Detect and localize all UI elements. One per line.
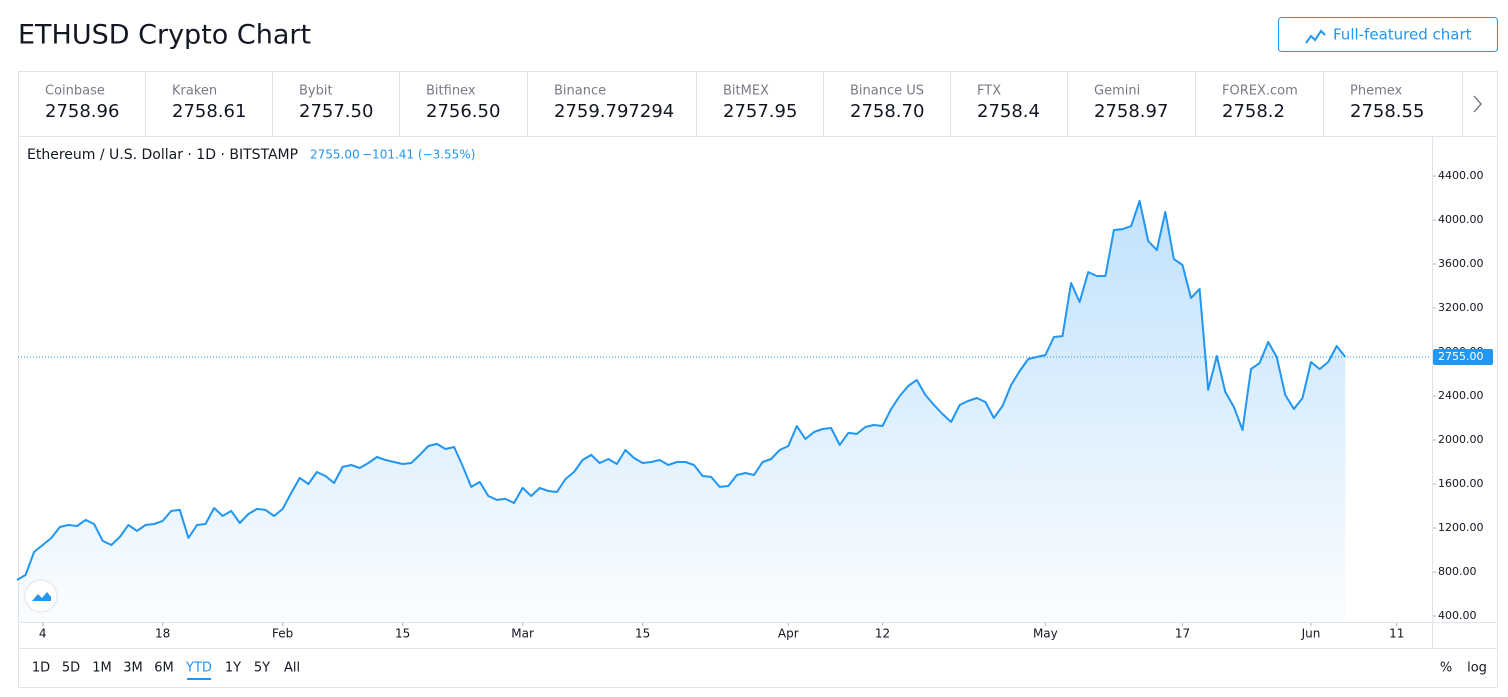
x-tick-label: Mar bbox=[511, 627, 534, 641]
x-tick-label: 12 bbox=[875, 627, 890, 641]
exchange-name[interactable]: FOREX.com bbox=[1222, 84, 1298, 99]
logo-circle[interactable] bbox=[24, 579, 58, 613]
button-frame[interactable] bbox=[1278, 17, 1498, 52]
last-value-label: 2755.00 bbox=[1438, 350, 1484, 363]
x-tick-label: Apr bbox=[778, 627, 799, 641]
timeframe-button[interactable]: YTD bbox=[185, 661, 212, 676]
x-tick-label: 11 bbox=[1389, 627, 1404, 641]
timeframe-button[interactable]: All bbox=[284, 661, 300, 676]
exchange-price[interactable]: 2756.50 bbox=[426, 101, 500, 122]
exchange-name[interactable]: BitMEX bbox=[723, 84, 769, 99]
exchange-price[interactable]: 2758.96 bbox=[45, 101, 119, 122]
last-price: 2755.00 bbox=[310, 148, 360, 162]
y-tick-label: 2000.00 bbox=[1438, 433, 1484, 446]
exchange-name[interactable]: Phemex bbox=[1350, 84, 1403, 99]
exchange-price[interactable]: 2758.4 bbox=[977, 101, 1040, 122]
y-tick-label: 800.00 bbox=[1438, 565, 1477, 578]
x-tick-label: 15 bbox=[395, 627, 410, 641]
last-value-box bbox=[1433, 348, 1493, 365]
exchange-name[interactable]: Binance bbox=[554, 84, 606, 99]
y-tick-label: 1600.00 bbox=[1438, 477, 1484, 490]
exchange-price[interactable]: 2757.50 bbox=[299, 101, 373, 122]
x-tick-label: 17 bbox=[1175, 627, 1190, 641]
exchange-name[interactable]: Binance US bbox=[850, 84, 924, 99]
logo-icon bbox=[32, 592, 51, 601]
scale-button[interactable]: log bbox=[1467, 661, 1487, 676]
exchange-price[interactable]: 2757.95 bbox=[723, 101, 797, 122]
timeframe-button[interactable]: 1M bbox=[92, 661, 112, 676]
chart-legend: Ethereum / U.S. Dollar · 1D · BITSTAMP bbox=[27, 147, 298, 163]
exchange-price[interactable]: 2759.797294 bbox=[554, 101, 674, 122]
widget-frame bbox=[18, 71, 1498, 688]
exchange-name[interactable]: Bitfinex bbox=[426, 84, 476, 99]
page-title: ETHUSD Crypto Chart bbox=[18, 20, 311, 51]
timeframe-button[interactable]: 1D bbox=[32, 661, 50, 676]
button-label[interactable]: Full-featured chart bbox=[1333, 26, 1472, 44]
full-chart-button[interactable]: Full-featured chart bbox=[1278, 17, 1498, 52]
x-tick-label: 15 bbox=[635, 627, 650, 641]
x-tick-label: 4 bbox=[39, 627, 47, 641]
button-icon bbox=[1305, 29, 1326, 44]
y-tick-label: 400.00 bbox=[1438, 609, 1477, 622]
exchange-price[interactable]: 2758.61 bbox=[172, 101, 246, 122]
x-tick-label: Jun bbox=[1301, 627, 1321, 641]
timeframe-button[interactable]: 3M bbox=[123, 661, 143, 676]
exchange-name[interactable]: Coinbase bbox=[45, 84, 105, 99]
timeframe-button[interactable]: 1Y bbox=[225, 661, 241, 676]
timeframe-button[interactable]: 5D bbox=[62, 661, 80, 676]
scale-button[interactable]: % bbox=[1440, 661, 1452, 676]
scroll-arrow[interactable] bbox=[1473, 95, 1482, 113]
area-fill bbox=[17, 201, 1346, 622]
y-tick-label: 1200.00 bbox=[1438, 521, 1484, 534]
exchange-price[interactable]: 2758.55 bbox=[1350, 101, 1424, 122]
price-change: −101.41 (−3.55%) bbox=[362, 148, 475, 162]
y-tick-label: 4400.00 bbox=[1438, 169, 1484, 182]
x-tick-label: 18 bbox=[155, 627, 170, 641]
x-tick-label: Feb bbox=[272, 627, 293, 641]
exchange-name[interactable]: Kraken bbox=[172, 84, 217, 99]
logo[interactable] bbox=[24, 579, 58, 613]
y-tick-label: 3200.00 bbox=[1438, 301, 1484, 314]
y-tick-label: 2400.00 bbox=[1438, 389, 1484, 402]
exchange-name[interactable]: Gemini bbox=[1094, 84, 1140, 99]
timeframe-button[interactable]: 5Y bbox=[254, 661, 270, 676]
y-tick-label: 3600.00 bbox=[1438, 257, 1484, 270]
timeframe-button[interactable]: 6M bbox=[154, 661, 174, 676]
exchange-name[interactable]: Bybit bbox=[299, 84, 333, 99]
exchange-price[interactable]: 2758.2 bbox=[1222, 101, 1285, 122]
y-tick-label: 4000.00 bbox=[1438, 213, 1484, 226]
exchange-price[interactable]: 2758.97 bbox=[1094, 101, 1168, 122]
x-tick-label: May bbox=[1033, 627, 1058, 641]
price-line bbox=[16, 200, 1347, 581]
exchange-price[interactable]: 2758.70 bbox=[850, 101, 924, 122]
exchange-name[interactable]: FTX bbox=[977, 84, 1001, 99]
